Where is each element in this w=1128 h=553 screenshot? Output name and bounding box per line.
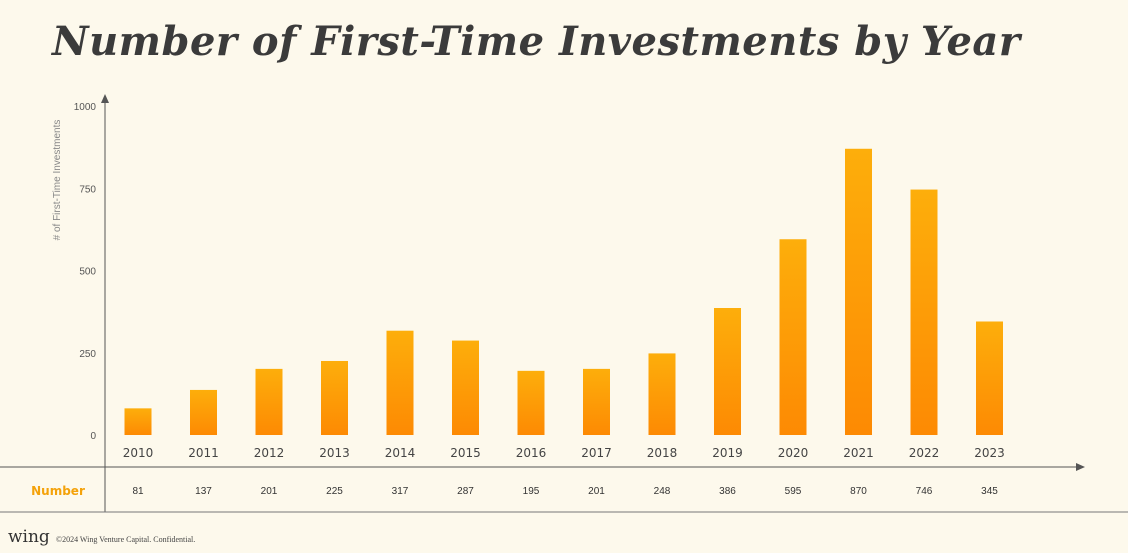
bar-2022 <box>910 189 938 435</box>
bar-2023 <box>976 321 1003 435</box>
bar-2010 <box>124 408 152 435</box>
x-tick-label: 2012 <box>254 446 285 460</box>
x-tick-label: 2019 <box>712 446 743 460</box>
x-tick-label: 2020 <box>778 446 809 460</box>
table-value-2020: 595 <box>785 486 802 497</box>
x-tick-label: 2023 <box>974 446 1005 460</box>
table-value-2010: 81 <box>132 486 144 497</box>
bar-2012 <box>255 368 283 435</box>
axes <box>0 94 1128 513</box>
table-value-2022: 746 <box>916 486 933 497</box>
bar-2013 <box>321 360 348 435</box>
y-tick-label: 750 <box>79 184 96 195</box>
bar-2021 <box>845 148 872 435</box>
table-value-2014: 317 <box>392 486 409 497</box>
x-tick-label: 2016 <box>516 446 547 460</box>
x-tick-label: 2015 <box>450 446 481 460</box>
bar-2014 <box>386 330 414 435</box>
x-tick-label: 2014 <box>385 446 416 460</box>
table-row-label: Number <box>31 484 85 498</box>
x-tick-label: 2013 <box>319 446 350 460</box>
x-tick-label: 2021 <box>843 446 874 460</box>
table-value-2021: 870 <box>850 486 867 497</box>
table-value-2015: 287 <box>457 486 474 497</box>
table-value-2023: 345 <box>981 486 998 497</box>
table-value-2016: 195 <box>523 486 540 497</box>
footer-copyright: ©2024 Wing Venture Capital. Confidential… <box>56 535 196 544</box>
bar-2016 <box>517 370 545 435</box>
x-tick-label: 2022 <box>909 446 940 460</box>
bars <box>124 148 1003 435</box>
x-tick-label: 2018 <box>647 446 678 460</box>
bar-2020 <box>779 239 807 435</box>
table-value-2011: 137 <box>195 486 212 497</box>
x-axis-arrow <box>1076 463 1085 471</box>
y-tick-label: 1000 <box>74 102 97 113</box>
y-tick-label: 500 <box>79 267 96 278</box>
x-tick-label: 2011 <box>188 446 219 460</box>
y-tick-label: 250 <box>79 349 96 360</box>
labels: 1000 750 500 250 0 # of First-Time Investment… <box>31 102 1005 498</box>
bar-2015 <box>452 340 479 435</box>
bar-2018 <box>648 353 676 435</box>
table-value-2012: 201 <box>261 486 278 497</box>
y-axis-label: # of First-Time Investments <box>52 120 63 241</box>
table-value-2019: 386 <box>719 486 736 497</box>
bar-2017 <box>583 368 610 435</box>
y-axis-arrow <box>101 94 109 103</box>
x-tick-label: 2017 <box>581 446 612 460</box>
bar-chart: 1000 750 500 250 0 # of First-Time Investment… <box>0 94 1128 513</box>
bar-2019 <box>714 308 741 435</box>
table-value-2013: 225 <box>326 486 343 497</box>
x-tick-label: 2010 <box>123 446 154 460</box>
chart-title: Number of First-Time Investments by Year <box>52 18 1021 65</box>
table-value-2017: 201 <box>588 486 605 497</box>
y-tick-label: 0 <box>90 431 96 442</box>
bar-2011 <box>190 389 217 435</box>
table-value-2018: 248 <box>654 486 671 497</box>
wing-logo: wing <box>8 527 50 547</box>
